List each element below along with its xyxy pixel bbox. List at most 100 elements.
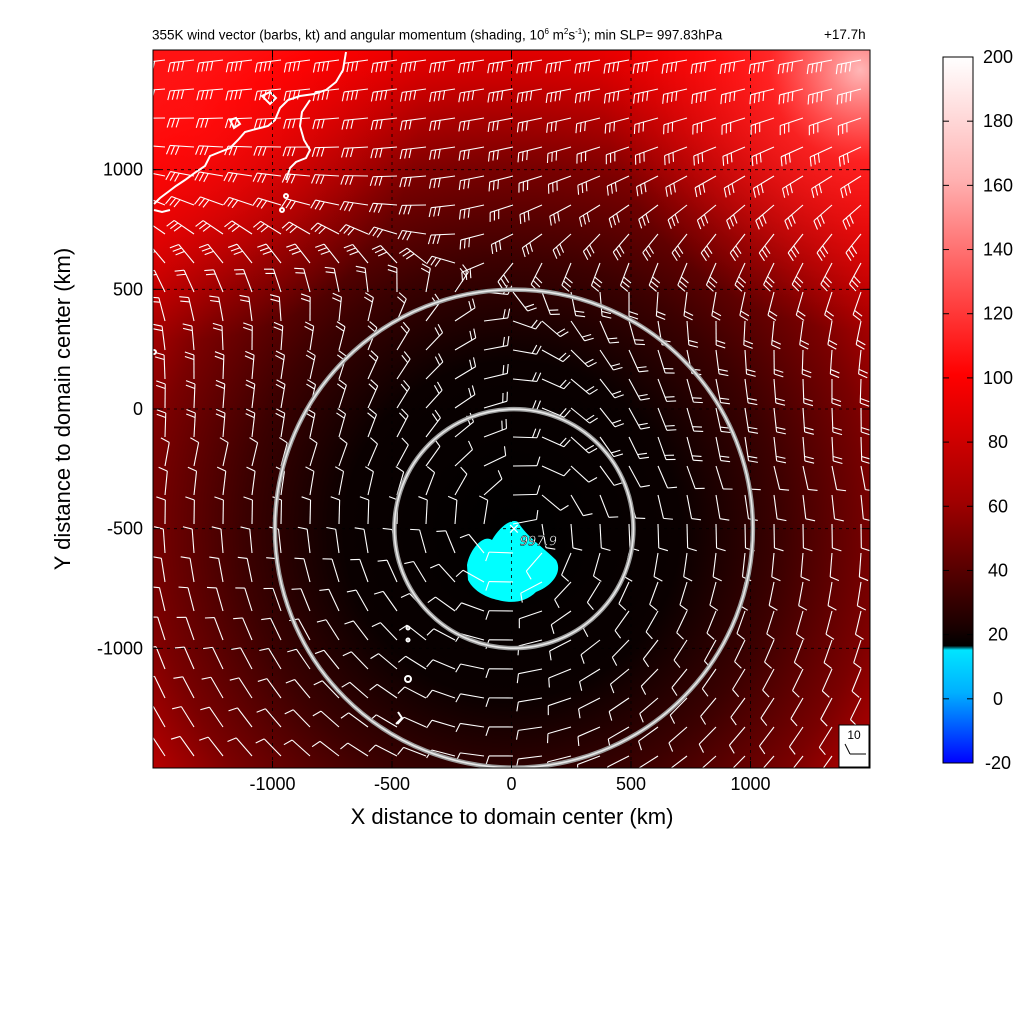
wind-barb bbox=[275, 350, 286, 380]
wind-barb bbox=[186, 409, 196, 438]
wind-barb bbox=[520, 581, 543, 603]
wind-barb bbox=[338, 437, 348, 467]
wind-barb bbox=[762, 755, 775, 768]
wind-barb bbox=[239, 294, 253, 322]
wind-barb bbox=[860, 436, 870, 465]
wind-barb bbox=[196, 59, 224, 73]
wind-barb bbox=[570, 320, 594, 342]
wind-barb bbox=[773, 465, 790, 491]
wind-barb bbox=[670, 755, 688, 768]
wind-barb bbox=[604, 117, 630, 134]
wind-barb bbox=[677, 262, 689, 292]
wind-barb bbox=[294, 557, 311, 583]
colorbar-label--20: -20 bbox=[985, 753, 1011, 773]
wind-barb bbox=[570, 436, 598, 454]
wind-barb bbox=[549, 204, 572, 226]
wind-barb bbox=[342, 651, 369, 670]
wind-barb bbox=[273, 321, 284, 351]
wind-barb bbox=[257, 243, 282, 264]
wind-barb bbox=[312, 88, 340, 102]
wind-barb bbox=[418, 496, 428, 525]
wind-barb bbox=[330, 496, 341, 525]
wind-barb bbox=[788, 726, 804, 755]
wind-barb bbox=[599, 378, 624, 399]
wind-barb bbox=[182, 323, 195, 351]
wind-barb bbox=[287, 648, 311, 670]
wind-barb bbox=[787, 233, 804, 262]
wind-barb bbox=[203, 646, 224, 670]
reference-barb-box: 10 bbox=[838, 724, 870, 768]
island-9 bbox=[153, 349, 157, 355]
title-unit-s: s bbox=[568, 27, 576, 43]
wind-barb bbox=[153, 675, 166, 699]
wind-barb bbox=[683, 291, 694, 321]
wind-barb bbox=[179, 296, 195, 322]
wind-barb bbox=[779, 117, 804, 136]
wind-barb bbox=[798, 581, 808, 611]
wind-barb bbox=[686, 320, 699, 348]
wind-barb bbox=[518, 610, 543, 629]
wind-barb bbox=[767, 291, 778, 321]
wind-barb bbox=[632, 59, 659, 74]
wind-barb bbox=[314, 649, 340, 670]
wind-barb bbox=[762, 668, 775, 698]
wind-barb bbox=[668, 726, 688, 752]
island-1 bbox=[260, 90, 278, 106]
wind-barb bbox=[483, 418, 507, 438]
wind-barb bbox=[577, 726, 601, 747]
wind-barb bbox=[549, 639, 572, 661]
wind-barb bbox=[195, 117, 224, 128]
wind-barb bbox=[426, 255, 456, 267]
wind-barb bbox=[485, 697, 514, 708]
wind-barb bbox=[854, 610, 864, 640]
wind-barb bbox=[313, 680, 340, 699]
wind-barb bbox=[541, 291, 560, 316]
wind-barb bbox=[166, 117, 195, 128]
wind-barb bbox=[377, 559, 398, 583]
wind-barb bbox=[512, 510, 539, 525]
wind-barb bbox=[512, 291, 537, 312]
wind-barb bbox=[657, 523, 669, 552]
wind-barb bbox=[590, 262, 603, 292]
wind-barb bbox=[829, 552, 840, 582]
wind-barb bbox=[715, 436, 731, 463]
colorbar-label-160: 160 bbox=[983, 175, 1013, 195]
wind-barb bbox=[185, 380, 196, 409]
wind-barb bbox=[160, 437, 170, 467]
wind-barb bbox=[341, 681, 369, 699]
wind-barb bbox=[748, 59, 775, 75]
wind-barb bbox=[369, 175, 398, 186]
wind-barb bbox=[634, 146, 659, 165]
wind-barb bbox=[860, 407, 870, 436]
wind-barb bbox=[397, 746, 427, 757]
wind-barb bbox=[371, 622, 398, 641]
wind-barb bbox=[579, 668, 601, 691]
wind-barb bbox=[455, 663, 485, 673]
wind-barb bbox=[195, 220, 224, 235]
wind-barb bbox=[398, 624, 427, 641]
wind-barb bbox=[485, 668, 514, 679]
wind-barb bbox=[671, 233, 688, 262]
wind-barb bbox=[253, 146, 282, 156]
wind-barb bbox=[343, 243, 369, 264]
wind-barb bbox=[487, 146, 514, 162]
wind-barb bbox=[807, 88, 833, 105]
wind-barb bbox=[454, 328, 477, 351]
wind-barb bbox=[286, 243, 311, 264]
wind-barb bbox=[837, 117, 862, 136]
wind-barb bbox=[397, 716, 427, 728]
wind-barb bbox=[638, 726, 659, 751]
wind-barb bbox=[429, 563, 456, 583]
wind-barb bbox=[669, 697, 688, 724]
wind-barb bbox=[283, 88, 311, 101]
wind-barb bbox=[370, 88, 398, 102]
wind-barb bbox=[387, 264, 398, 293]
wind-barb bbox=[255, 738, 282, 757]
wind-barb bbox=[233, 617, 253, 641]
wind-barb bbox=[657, 494, 673, 520]
wind-barb bbox=[201, 676, 224, 699]
wind-barb bbox=[194, 171, 224, 183]
wind-barb bbox=[367, 408, 378, 438]
wind-barb bbox=[483, 391, 508, 409]
